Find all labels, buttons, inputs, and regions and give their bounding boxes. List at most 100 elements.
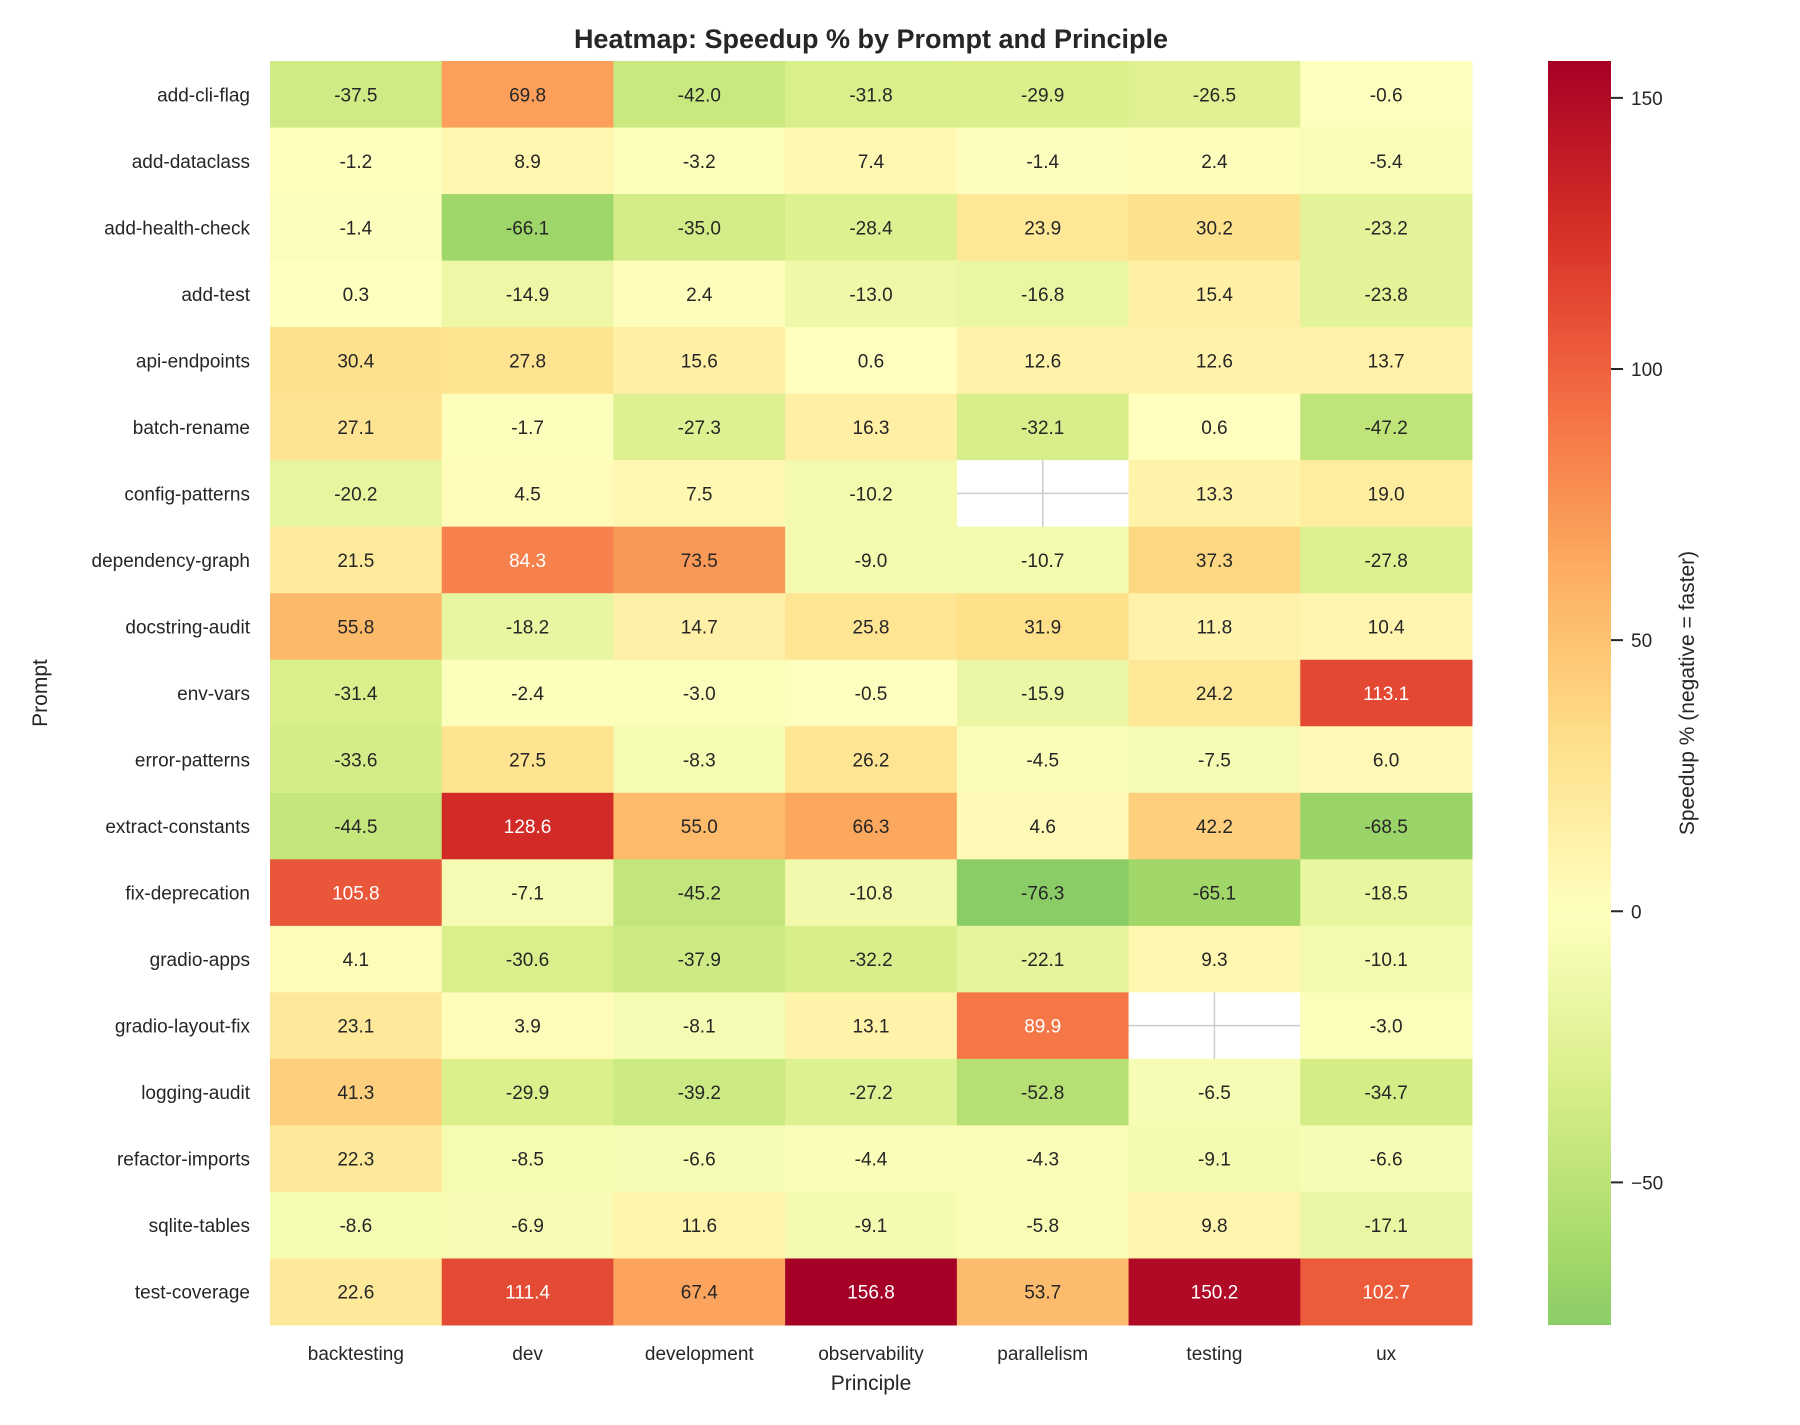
heatmap-cell xyxy=(785,393,958,461)
heatmap-cell xyxy=(785,593,958,661)
heatmap-cell xyxy=(270,260,443,328)
cell-value-label: -31.8 xyxy=(849,85,892,106)
colorbar-gradient xyxy=(1548,61,1611,1325)
heatmap-cell xyxy=(270,460,443,528)
cell-value-label: -22.1 xyxy=(1021,950,1064,971)
heatmap-cell xyxy=(613,526,786,594)
cell-value-label: -68.5 xyxy=(1364,817,1407,838)
heatmap-cell xyxy=(956,659,1130,727)
heatmap-cell-missing xyxy=(1128,992,1301,1060)
y-tick-label: refactor-imports xyxy=(117,1150,250,1171)
heatmap-cell xyxy=(785,526,958,594)
x-tick-label: parallelism xyxy=(997,1344,1088,1365)
cell-value-label: -1.4 xyxy=(1026,152,1059,173)
cell-value-label: 27.8 xyxy=(509,351,546,372)
cell-value-label: -6.6 xyxy=(1370,1150,1403,1171)
cell-value-label: -6.9 xyxy=(511,1216,544,1237)
heatmap-cell xyxy=(270,1125,443,1193)
cell-value-label: -27.3 xyxy=(678,418,721,439)
cell-value-label: 21.5 xyxy=(337,551,374,572)
cell-value-label: 22.3 xyxy=(337,1150,374,1171)
cell-value-label: -66.1 xyxy=(506,218,549,239)
heatmap-cell xyxy=(270,859,443,927)
heatmap-cell xyxy=(785,1191,958,1259)
cell-value-label: 16.3 xyxy=(853,418,890,439)
y-tick-label: dependency-graph xyxy=(92,551,250,572)
cell-value-label: 2.4 xyxy=(686,285,713,306)
cell-value-label: 26.2 xyxy=(853,751,890,772)
heatmap-cell xyxy=(270,61,443,129)
heatmap-cell xyxy=(1300,260,1473,328)
cell-value-label: 4.1 xyxy=(343,950,369,971)
heatmap-cell xyxy=(1300,127,1473,195)
cell-value-label: 15.4 xyxy=(1196,285,1233,306)
cell-value-label: -10.1 xyxy=(1364,950,1407,971)
heatmap-cell xyxy=(956,792,1130,860)
heatmap-cell xyxy=(1300,859,1473,927)
heatmap-cell xyxy=(1300,659,1473,727)
cell-value-label: 30.4 xyxy=(337,351,374,372)
heatmap-cell xyxy=(1300,792,1473,860)
colorbar-label: Speedup % (negative = faster) xyxy=(1676,551,1699,835)
cell-value-label: -29.9 xyxy=(506,1083,549,1104)
heatmap-cell xyxy=(613,792,786,860)
heatmap-cell xyxy=(785,1125,958,1193)
heatmap-cell xyxy=(441,1125,614,1193)
heatmap-cell xyxy=(956,593,1130,661)
heatmap-cell xyxy=(1128,1191,1301,1259)
x-tick-label: dev xyxy=(512,1344,543,1365)
cell-value-label: 27.5 xyxy=(509,751,546,772)
heatmap-cell xyxy=(613,393,786,461)
cell-value-label: -5.4 xyxy=(1370,152,1403,173)
x-axis-label: Principle xyxy=(831,1372,912,1395)
cell-value-label: 69.8 xyxy=(509,85,546,106)
heatmap-cell xyxy=(1300,460,1473,528)
cell-value-label: -29.9 xyxy=(1021,85,1064,106)
heatmap-cell xyxy=(613,127,786,195)
cell-value-label: 10.4 xyxy=(1368,617,1405,638)
cell-value-label: -9.1 xyxy=(1198,1150,1231,1171)
cell-value-label: 3.9 xyxy=(514,1017,540,1038)
cell-value-label: 128.6 xyxy=(504,817,552,838)
heatmap-cell xyxy=(956,194,1130,262)
y-tick-label: env-vars xyxy=(177,684,250,705)
heatmap-cell xyxy=(441,460,614,528)
cell-value-label: -9.1 xyxy=(855,1216,888,1237)
x-tick-label: testing xyxy=(1186,1344,1242,1365)
cell-value-label: 6.0 xyxy=(1373,751,1399,772)
cell-value-label: 14.7 xyxy=(681,617,718,638)
cell-value-label: -8.3 xyxy=(683,751,716,772)
cell-value-label: 25.8 xyxy=(853,617,890,638)
cell-value-label: 73.5 xyxy=(681,551,718,572)
cell-value-label: 24.2 xyxy=(1196,684,1233,705)
heatmap-cell xyxy=(270,194,443,262)
heatmap-cell xyxy=(1300,1058,1473,1126)
cell-value-label: 4.5 xyxy=(514,484,540,505)
cell-value-label: -17.1 xyxy=(1364,1216,1407,1237)
cell-value-label: 102.7 xyxy=(1362,1283,1410,1304)
cell-value-label: -8.1 xyxy=(683,1017,716,1038)
cell-value-label: -4.5 xyxy=(1026,751,1059,772)
cell-value-label: -10.2 xyxy=(849,484,892,505)
cell-value-label: 84.3 xyxy=(509,551,546,572)
cell-value-label: 12.6 xyxy=(1024,351,1061,372)
cell-value-label: -14.9 xyxy=(506,285,549,306)
heatmap-cell xyxy=(613,61,786,129)
heatmap-cell xyxy=(1300,1191,1473,1259)
heatmap-cell xyxy=(613,925,786,993)
heatmap-cell xyxy=(613,260,786,328)
cell-value-label: -8.6 xyxy=(339,1216,372,1237)
heatmap-cell xyxy=(1128,127,1301,195)
heatmap-cell xyxy=(613,659,786,727)
cell-value-label: 15.6 xyxy=(681,351,718,372)
cell-value-label: -34.7 xyxy=(1364,1083,1407,1104)
heatmap-cell xyxy=(1128,792,1301,860)
cell-value-label: 67.4 xyxy=(681,1283,718,1304)
y-tick-label: add-health-check xyxy=(104,218,250,239)
cell-value-label: -0.6 xyxy=(1370,85,1403,106)
cell-value-label: -37.5 xyxy=(334,85,377,106)
heatmap-cell xyxy=(1128,859,1301,927)
heatmap-cell xyxy=(1128,925,1301,993)
cell-value-label: -28.4 xyxy=(849,218,893,239)
y-axis-label: Prompt xyxy=(29,659,52,727)
